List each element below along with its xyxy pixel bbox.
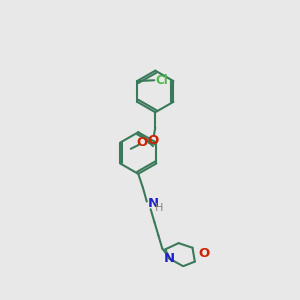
Text: O: O <box>147 134 159 147</box>
Text: O: O <box>198 248 210 260</box>
Text: O: O <box>137 136 148 149</box>
Text: Cl: Cl <box>155 74 168 87</box>
Text: N: N <box>164 252 175 265</box>
Text: N: N <box>148 197 159 210</box>
Text: H: H <box>155 203 164 213</box>
